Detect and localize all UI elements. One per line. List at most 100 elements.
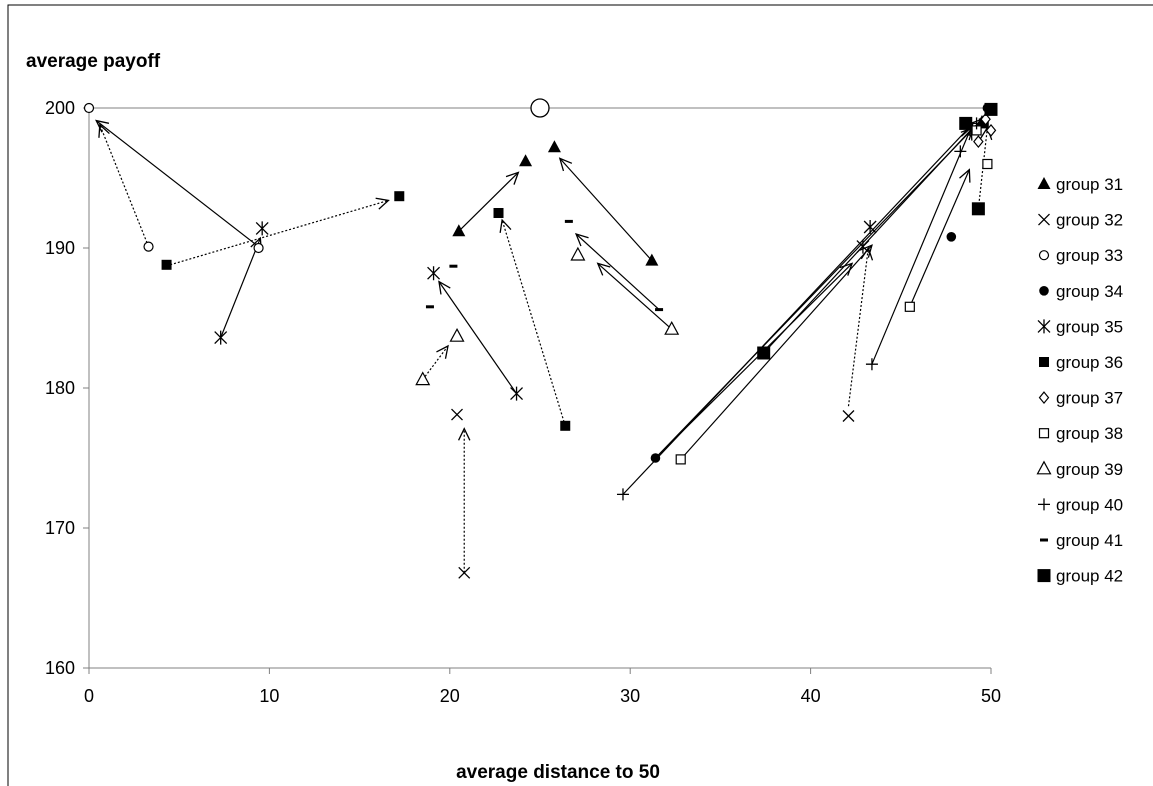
- y-tick-label: 170: [45, 518, 75, 538]
- y-tick-label: 160: [45, 658, 75, 678]
- legend-item: group 33: [1038, 246, 1123, 265]
- data-point: [904, 301, 915, 312]
- data-point: [650, 453, 661, 463]
- legend-label: group 35: [1056, 317, 1123, 336]
- data-point: [425, 305, 434, 309]
- data-point: [946, 232, 957, 242]
- axes: 160 170 180 190 200 0 10 20 30 40 50: [45, 98, 1001, 706]
- data-point: [530, 98, 550, 118]
- arrow: [596, 262, 673, 330]
- legend-marker: [1036, 460, 1052, 475]
- x-tick-label: 40: [801, 686, 821, 706]
- arrows: [95, 118, 993, 573]
- legend-label: group 33: [1056, 246, 1123, 265]
- series-group-40: [616, 117, 983, 501]
- arrow: [499, 218, 566, 426]
- x-tick-label: 10: [259, 686, 279, 706]
- data-point: [675, 454, 686, 465]
- legend-marker: [1037, 569, 1051, 583]
- legend-marker: [1040, 538, 1048, 542]
- data-point: [842, 410, 855, 422]
- data-point: [547, 140, 561, 153]
- series-group-41: [425, 219, 664, 312]
- data-point: [645, 253, 659, 266]
- legend-label: group 40: [1056, 495, 1123, 514]
- series-group-42: [757, 102, 998, 360]
- data-point: [856, 239, 870, 254]
- x-tick-label: 0: [84, 686, 94, 706]
- arrow: [558, 157, 653, 262]
- series-group-33: [83, 102, 264, 254]
- arrow: [847, 246, 874, 407]
- data-point: [970, 117, 983, 130]
- data-point: [415, 371, 431, 386]
- data-point: [452, 224, 466, 237]
- legend-label: group 32: [1056, 211, 1123, 230]
- legend-item: group 32: [1038, 211, 1123, 230]
- arrow: [909, 168, 971, 308]
- data-point: [984, 102, 998, 116]
- legend-item: group 42: [1037, 567, 1123, 586]
- legend-marker: [1037, 319, 1051, 334]
- data-point: [510, 386, 524, 401]
- data-point: [959, 116, 973, 130]
- x-tick-label: 50: [981, 686, 1001, 706]
- data-point: [564, 219, 573, 223]
- legend-label: group 34: [1056, 282, 1123, 301]
- legend-marker: [1038, 213, 1050, 226]
- data-point: [449, 264, 458, 268]
- data-point: [980, 112, 991, 126]
- arrow: [98, 123, 150, 247]
- data-point: [493, 208, 504, 218]
- series-group-37: [973, 112, 997, 149]
- data-point: [985, 123, 997, 137]
- legend-item: group 38: [1038, 424, 1123, 443]
- legend-item: group 40: [1038, 495, 1123, 514]
- data-point: [865, 358, 878, 371]
- y-tick-label: 180: [45, 378, 75, 398]
- legend-marker: [1039, 357, 1049, 367]
- data-point: [449, 327, 465, 342]
- data-point: [971, 202, 985, 216]
- x-axis-label: average distance to 50: [456, 762, 660, 783]
- legend-item: group 39: [1036, 460, 1123, 479]
- legend-label: group 37: [1056, 389, 1123, 408]
- series-group-35: [214, 220, 877, 401]
- data-points: [83, 98, 998, 579]
- arrow: [438, 280, 518, 394]
- data-point: [427, 266, 441, 281]
- series-group-32: [451, 408, 855, 579]
- legend-marker: [1038, 498, 1050, 511]
- data-point: [451, 408, 463, 421]
- arrow: [574, 232, 660, 311]
- data-point: [973, 135, 984, 149]
- legend-item: group 34: [1039, 282, 1123, 301]
- data-point: [253, 242, 264, 254]
- y-axis-label: average payoff: [26, 51, 161, 72]
- legend-marker: [1037, 177, 1051, 189]
- data-point: [757, 346, 771, 360]
- arrow: [457, 427, 471, 573]
- legend: group 31 group 32 group 33 group 34 group 35…: [1036, 175, 1123, 586]
- data-point: [394, 191, 405, 202]
- legend-item: group 37: [1038, 389, 1123, 408]
- data-point: [519, 154, 533, 167]
- data-point: [143, 241, 154, 252]
- legend-item: group 35: [1037, 317, 1123, 336]
- data-point: [982, 158, 993, 170]
- x-tick-label: 30: [620, 686, 640, 706]
- data-point: [954, 145, 967, 158]
- x-tick-label: 20: [440, 686, 460, 706]
- y-tick-label: 190: [45, 238, 75, 258]
- legend-label: group 39: [1056, 460, 1123, 479]
- data-point: [863, 220, 877, 234]
- y-tick-label: 200: [45, 98, 75, 118]
- data-point: [616, 488, 629, 501]
- legend-item: group 41: [1040, 531, 1123, 550]
- data-point: [664, 320, 680, 335]
- legend-label: group 42: [1056, 567, 1123, 586]
- arrow: [170, 197, 390, 266]
- arrow: [458, 171, 520, 232]
- data-point: [560, 420, 571, 431]
